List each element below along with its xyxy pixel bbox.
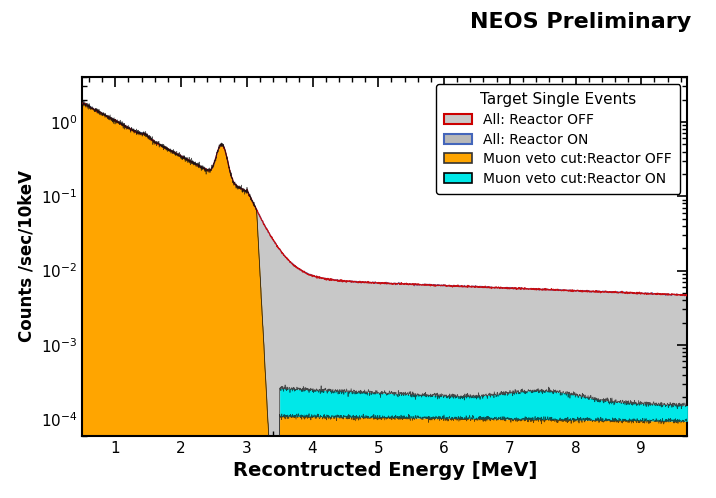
X-axis label: Recontructed Energy [MeV]: Recontructed Energy [MeV] <box>233 461 537 480</box>
Legend: All: Reactor OFF, All: Reactor ON, Muon veto cut:Reactor OFF, Muon veto cut:Reac: All: Reactor OFF, All: Reactor ON, Muon … <box>436 84 680 194</box>
Y-axis label: Counts /sec/10keV: Counts /sec/10keV <box>17 170 35 343</box>
Text: NEOS Preliminary: NEOS Preliminary <box>470 12 691 32</box>
